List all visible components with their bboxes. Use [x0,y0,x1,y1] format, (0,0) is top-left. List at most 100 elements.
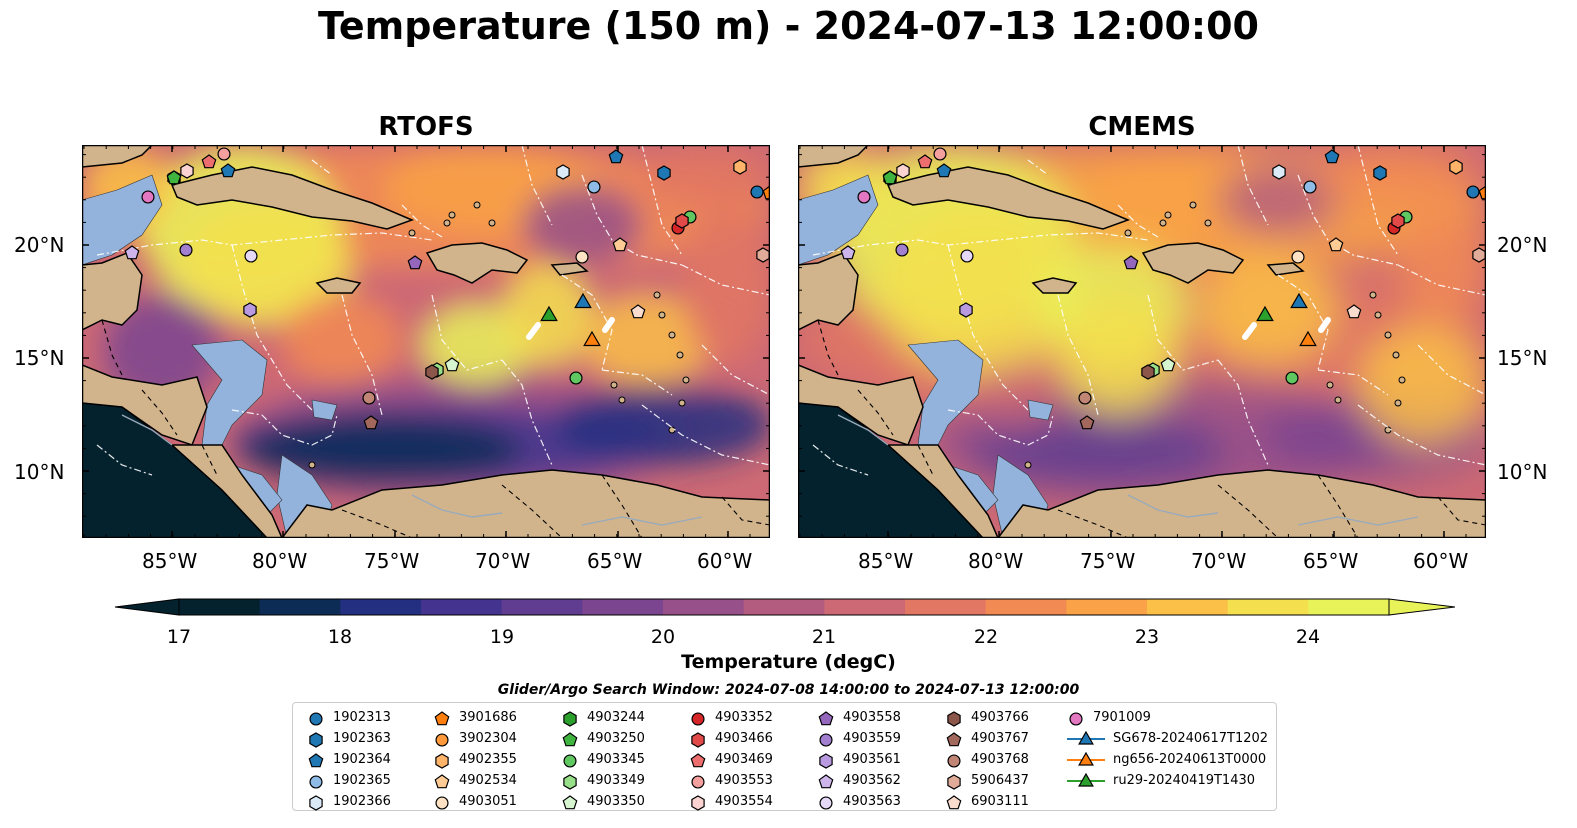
legend-marker [434,773,450,788]
legend-item-label: 7901009 [1093,710,1151,725]
legend-item-label: 3902304 [459,731,517,746]
legend-marker [691,731,705,748]
colorbar-tick-label: 19 [489,626,515,648]
lat-tick-label: 15°N [1497,346,1548,370]
legend-column: 4903766 4903767 4903768 5906437 6903111 [945,707,1029,812]
float-marker [407,255,423,270]
legend-marker [563,753,577,768]
legend-item-label: 3901686 [459,710,517,725]
legend-item: 4903349 [561,770,645,791]
legend-marker [562,731,578,746]
legend-item-label: 1902365 [333,773,391,788]
float-marker [1291,250,1305,264]
glider-legend-icon [1067,730,1105,745]
lat-tick-label: 15°N [14,346,65,370]
legend-item-label: 4903244 [587,710,645,725]
float-legend-icon [562,794,578,809]
float-legend-icon [691,794,705,811]
float-legend-icon [946,731,962,746]
float-marker [141,190,155,204]
float-marker [608,149,624,164]
legend-item: 4903766 [945,707,1029,728]
legend-item: 3901686 [433,707,517,728]
float-marker [1272,164,1286,180]
legend-item: 1902365 [307,770,391,791]
figure-title: Temperature (150 m) - 2024-07-13 12:00:0… [317,4,1259,48]
legend-column: 4903352 4903466 4903469 4903553 4903554 [689,707,773,812]
legend-marker [819,795,833,810]
float-marker [630,304,646,319]
float-marker [1078,391,1092,405]
legend-marker [947,753,961,768]
colorbar-bin [421,599,503,615]
glider-marker-ru29 [540,305,558,322]
legend-marker [819,752,833,769]
legend-marker [818,710,834,725]
float-marker [959,302,973,318]
legend-item-label: 1902313 [333,710,391,725]
legend-marker [309,711,323,726]
colorbar-bin [743,599,825,615]
lon-tick-label: 65°W [587,549,643,573]
legend-item-label: ng656-20240613T0000 [1113,752,1267,767]
float-marker [201,154,217,169]
float-marker [1303,180,1317,194]
glider-track [1242,322,1257,340]
legend-marker [947,773,961,790]
float-marker [675,213,689,229]
float-marker [1123,255,1139,270]
float-marker [587,180,601,194]
lon-tick-label: 85°W [858,549,914,573]
lon-tick-label: 80°W [252,549,308,573]
float-marker [1328,237,1344,252]
float-marker [1285,371,1299,385]
legend-marker [563,773,577,790]
float-legend-icon [818,710,834,725]
colorbar-bin [501,599,583,615]
legend-item: 4902355 [433,749,517,770]
glider-marker-sg678 [574,292,592,309]
float-legend-icon [435,732,449,747]
colorbar-bin [1066,599,1148,615]
glider-marker-ng656 [1299,330,1317,347]
legend-marker [946,731,962,746]
legend-item-label: 4903767 [971,731,1029,746]
legend-marker [434,710,450,725]
float-marker [762,185,770,200]
colorbar-bin [1147,599,1229,615]
legend-marker [1078,772,1094,787]
colorbar-tick-label: 24 [1295,626,1321,648]
lon-tick-label: 60°W [1413,549,1469,573]
colorbar-label: Temperature (degC) [681,651,896,673]
legend-item: 7901009 [1067,707,1268,728]
glider-legend-icon [1067,772,1105,787]
legend-item-label: 1902363 [333,731,391,746]
float-marker [1391,213,1405,229]
float-marker [657,165,671,181]
legend-item-label: 4903563 [843,794,901,809]
float-marker [556,164,570,180]
lon-tick-label: 70°W [475,549,531,573]
lat-tick-label: 10°N [1497,460,1548,484]
glider-track [1318,317,1331,333]
float-marker [243,302,257,318]
float-marker [1478,185,1486,200]
colorbar-tick-label: 18 [327,626,353,648]
float-marker [882,170,898,185]
float-legend-icon [308,752,324,767]
colorbar-tick-label: 17 [166,626,192,648]
float-marker [936,163,952,178]
colorbar-bin [179,599,261,615]
float-marker [444,357,460,372]
colorbar-bin [663,599,745,615]
legend-item-label: 4903558 [843,710,901,725]
legend-item: 4903767 [945,728,1029,749]
legend-item: 6903111 [945,791,1029,812]
legend-column: 3901686 3902304 4902355 4902534 4903051 [433,707,517,812]
glider-marker-ru29 [1256,305,1274,322]
legend-item: 3902304 [433,728,517,749]
legend-marker [562,794,578,809]
float-legend-icon [946,794,962,809]
float-legend-icon [819,752,833,769]
float-marker [895,243,909,257]
